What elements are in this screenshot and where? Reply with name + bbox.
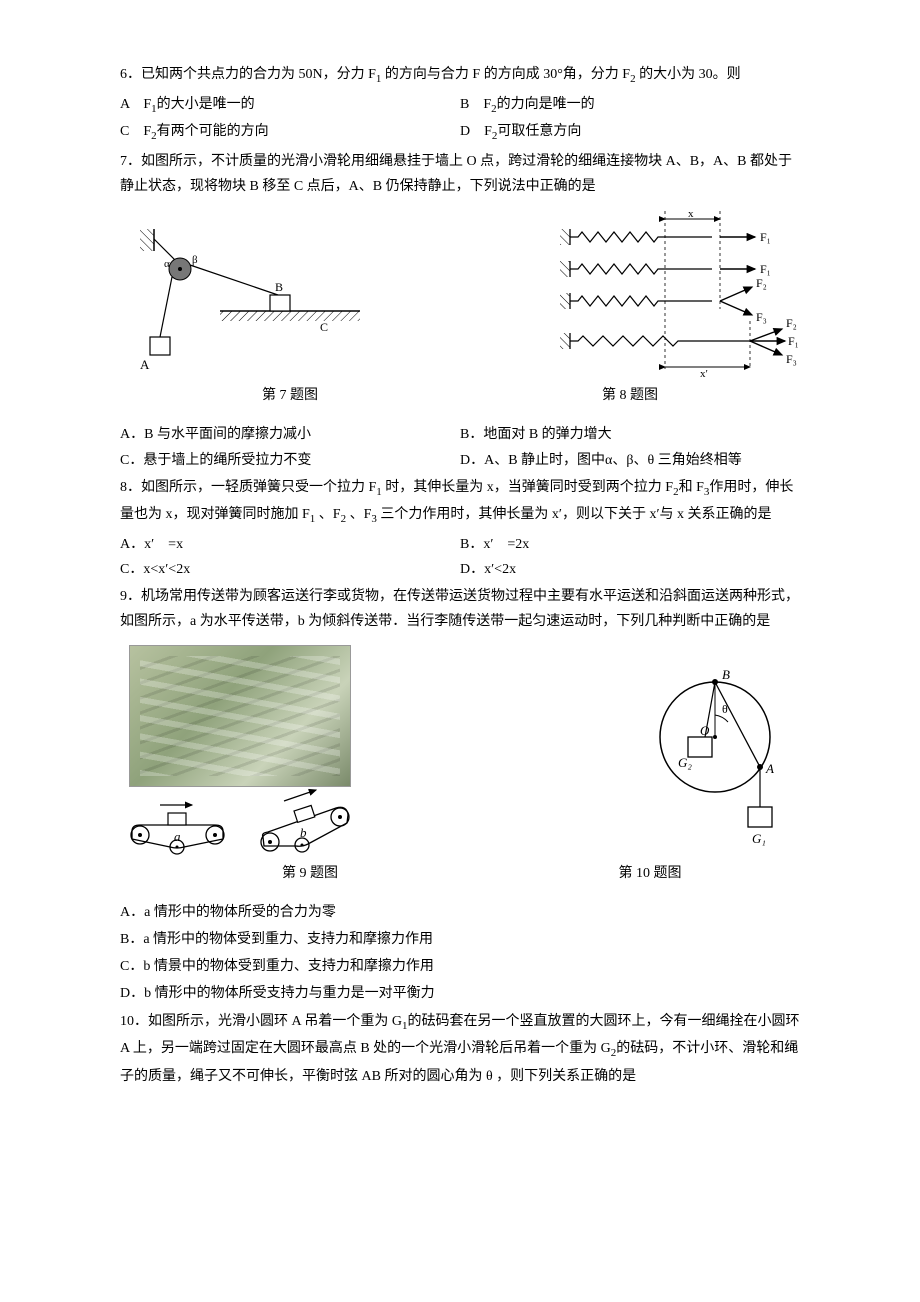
q8-t6: 、F bbox=[346, 507, 371, 522]
q9-a: a bbox=[174, 829, 181, 844]
q7-beta: β bbox=[192, 254, 198, 266]
q9-photo bbox=[129, 645, 351, 787]
q8-stem: 8．如图所示，一轻质弹簧只受一个拉力 F1 时，其伸长量为 x，当弹簧同时受到两… bbox=[120, 475, 800, 530]
q6-opts-2: C F2有两个可能的方向 D F2可取任意方向 bbox=[120, 119, 800, 147]
q8-F1b: F₁ bbox=[760, 262, 771, 276]
q8-opts-2: C．x<x′<2x D．x′<2x bbox=[120, 557, 800, 582]
q10-G2: G₂ bbox=[678, 755, 692, 770]
q10-theta: θ bbox=[722, 702, 728, 716]
q9-optD: D．b 情形中的物体所受支持力与重力是一对平衡力 bbox=[120, 981, 800, 1006]
q8-opts-1: A．x′ =x B．x′ =2x bbox=[120, 532, 800, 557]
q7-figure: α β A B C bbox=[120, 219, 370, 379]
q8-t2: 时，其伸长量为 x，当弹簧同时受到两个拉力 F bbox=[382, 480, 673, 495]
q7-B: B bbox=[275, 280, 283, 294]
q8-optC: C．x<x′<2x bbox=[120, 557, 460, 582]
q8-optA: A．x′ =x bbox=[120, 532, 460, 557]
q10-stem: 10．如图所示，光滑小圆环 A 吊着一个重为 G1的砝码套在另一个竖直放置的大圆… bbox=[120, 1009, 800, 1089]
q7-optA: A．B 与水平面间的摩擦力减小 bbox=[120, 422, 460, 447]
q8-x-bot: x′ bbox=[700, 368, 708, 379]
q8-x-top: x bbox=[688, 209, 694, 220]
q6-optC-t1: C F bbox=[120, 124, 151, 139]
q8-t5: 、F bbox=[315, 507, 340, 522]
q9-optC: C．b 情景中的物体受到重力、支持力和摩擦力作用 bbox=[120, 954, 800, 979]
q7-opts-1: A．B 与水平面间的摩擦力减小 B．地面对 B 的弹力增大 bbox=[120, 422, 800, 447]
q8-svg: x F₁ F₁ F₂ F₃ bbox=[550, 209, 800, 379]
q6-optA-t2: 的大小是唯一的 bbox=[157, 97, 255, 112]
figcap-7-8: 第 7 题图 第 8 题图 bbox=[120, 383, 800, 408]
q6-t3: 的大小为 30。则 bbox=[636, 67, 741, 82]
q9-figcap: 第 9 题图 bbox=[185, 861, 435, 886]
fig-row-9-10: a b B bbox=[120, 645, 800, 857]
q7-C: C bbox=[320, 320, 328, 334]
q6-optB-t2: 的力向是唯一的 bbox=[497, 97, 595, 112]
q7-stem: 7．如图所示，不计质量的光滑小滑轮用细绳悬挂于墙上 O 点，跨过滑轮的细绳连接物… bbox=[120, 149, 800, 199]
q8-F1c: F₁ bbox=[788, 334, 799, 348]
q8-optB: B．x′ =2x bbox=[460, 532, 800, 557]
fig-row-7-8: α β A B C bbox=[120, 209, 800, 379]
q9-b: b bbox=[300, 825, 307, 840]
q6-optA: A F1的大小是唯一的 bbox=[120, 92, 460, 120]
q6-opts-1: A F1的大小是唯一的 B F2的力向是唯一的 bbox=[120, 92, 800, 120]
q10-A: A bbox=[765, 761, 774, 776]
q7-optC: C．悬于墙上的绳所受拉力不变 bbox=[120, 448, 460, 473]
q6-optD: D F2可取任意方向 bbox=[460, 119, 800, 147]
q9-belt-svg: a b bbox=[120, 787, 360, 857]
q6-optD-t2: 可取任意方向 bbox=[497, 124, 581, 139]
q7-optD: D．A、B 静止时，图中α、β、θ 三角始终相等 bbox=[460, 448, 800, 473]
q8-F2b: F₂ bbox=[786, 316, 797, 330]
q10-B: B bbox=[722, 667, 730, 682]
q10-figure: B O A θ G₂ G₁ bbox=[630, 657, 800, 857]
q7-alpha: α bbox=[164, 258, 170, 270]
q6-optB: B F2的力向是唯一的 bbox=[460, 92, 800, 120]
q8-optD: D．x′<2x bbox=[460, 557, 800, 582]
q6-t1: 6．已知两个共点力的合力为 50N，分力 F bbox=[120, 67, 376, 82]
q10-svg: B O A θ G₂ G₁ bbox=[630, 657, 800, 857]
figcap-9-10: 第 9 题图 第 10 题图 bbox=[120, 861, 800, 886]
q8-figcap: 第 8 题图 bbox=[505, 383, 755, 408]
q8-t7: 三个力作用时，其伸长量为 x′，则以下关于 x′与 x 关系正确的是 bbox=[377, 507, 772, 522]
q8-t3: 和 F bbox=[679, 480, 704, 495]
q9-optB: B．a 情形中的物体受到重力、支持力和摩擦力作用 bbox=[120, 927, 800, 952]
q9-stem: 9．机场常用传送带为顾客运送行李或货物，在传送带运送货物过程中主要有水平运送和沿… bbox=[120, 584, 800, 634]
q9-figure: a b bbox=[120, 645, 360, 857]
q6-stem: 6．已知两个共点力的合力为 50N，分力 F1 的方向与合力 F 的方向成 30… bbox=[120, 62, 800, 90]
q6-optC: C F2有两个可能的方向 bbox=[120, 119, 460, 147]
q7-opts-2: C．悬于墙上的绳所受拉力不变 D．A、B 静止时，图中α、β、θ 三角始终相等 bbox=[120, 448, 800, 473]
q10-G1: G₁ bbox=[752, 831, 766, 846]
q8-figure: x F₁ F₁ F₂ F₃ bbox=[550, 209, 800, 379]
q8-F3b: F₃ bbox=[786, 352, 797, 366]
q8-F1a: F₁ bbox=[760, 230, 771, 244]
q10-figcap: 第 10 题图 bbox=[565, 861, 735, 886]
q6-t2: 的方向与合力 F 的方向成 30°角，分力 F bbox=[381, 67, 630, 82]
q9-optA: A．a 情形中的物体所受的合力为零 bbox=[120, 900, 800, 925]
q7-figcap: 第 7 题图 bbox=[165, 383, 415, 408]
q7-svg: α β A B C bbox=[120, 219, 370, 379]
q7-optB: B．地面对 B 的弹力增大 bbox=[460, 422, 800, 447]
q6-optB-t1: B F bbox=[460, 97, 491, 112]
q8-F3a: F₃ bbox=[756, 310, 767, 324]
q8-t1: 8．如图所示，一轻质弹簧只受一个拉力 F bbox=[120, 480, 376, 495]
q6-optA-t1: A F bbox=[120, 97, 151, 112]
q7-A: A bbox=[140, 357, 150, 372]
q10-t1: 10．如图所示，光滑小圆环 A 吊着一个重为 G bbox=[120, 1014, 402, 1029]
q6-optC-t2: 有两个可能的方向 bbox=[157, 124, 269, 139]
q6-optD-t1: D F bbox=[460, 124, 492, 139]
q8-F2a: F₂ bbox=[756, 276, 767, 290]
